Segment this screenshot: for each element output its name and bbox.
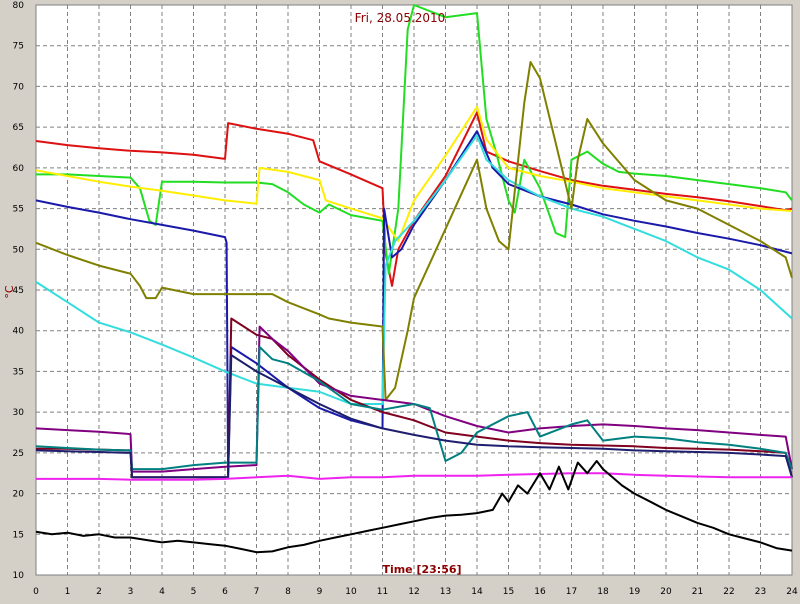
x-tick-label: 3 bbox=[128, 587, 134, 597]
x-tick-label: 15 bbox=[503, 587, 514, 597]
x-tick-label: 14 bbox=[471, 587, 483, 597]
y-tick-label: 70 bbox=[13, 82, 25, 92]
series-line-3 bbox=[35, 105, 793, 243]
x-tick-label: 12 bbox=[408, 587, 419, 597]
series-line-8 bbox=[35, 325, 793, 473]
y-tick-label: 65 bbox=[13, 123, 24, 133]
series-line-9 bbox=[35, 346, 793, 471]
chart-title: Fri, 28.05.2010 bbox=[355, 11, 446, 25]
y-tick-label: 80 bbox=[13, 1, 25, 11]
x-tick-label: 13 bbox=[440, 587, 451, 597]
x-tick-label: 0 bbox=[33, 587, 39, 597]
grid bbox=[36, 5, 792, 575]
x-tick-label: 9 bbox=[317, 587, 323, 597]
y-tick-label: 60 bbox=[13, 164, 25, 174]
x-tick-label: 2 bbox=[96, 587, 102, 597]
y-tick-label: 25 bbox=[13, 449, 24, 459]
series-line-10 bbox=[35, 354, 793, 479]
series-line-2 bbox=[36, 4, 793, 275]
x-tick-label: 7 bbox=[254, 587, 260, 597]
x-tick-label: 23 bbox=[755, 587, 766, 597]
tick-labels: 0 1 2 3 4 5 6 7 8 9 10 11 12 13 14 15 16 17 18 19 20 21 22 23 24… bbox=[13, 1, 798, 597]
x-tick-label: 16 bbox=[534, 587, 546, 597]
series-line-6 bbox=[35, 61, 793, 401]
x-tick-label: 1 bbox=[65, 587, 71, 597]
x-tick-label: 5 bbox=[191, 587, 197, 597]
y-tick-label: 45 bbox=[13, 286, 24, 296]
x-tick-label: 18 bbox=[597, 587, 609, 597]
series-line-4 bbox=[35, 130, 793, 475]
x-axis-label: Time [23:56] bbox=[382, 563, 461, 576]
y-tick-label: 40 bbox=[13, 327, 25, 337]
series-line-5 bbox=[35, 134, 793, 405]
x-tick-label: 20 bbox=[660, 587, 672, 597]
y-tick-label: 75 bbox=[13, 42, 24, 52]
y-tick-label: 50 bbox=[13, 245, 25, 255]
x-tick-label: 6 bbox=[222, 587, 228, 597]
x-tick-label: 17 bbox=[566, 587, 577, 597]
y-tick-label: 20 bbox=[13, 490, 25, 500]
y-tick-label: 30 bbox=[13, 408, 25, 418]
x-tick-label: 21 bbox=[692, 587, 703, 597]
x-tick-label: 10 bbox=[345, 587, 357, 597]
x-tick-label: 22 bbox=[723, 587, 734, 597]
y-tick-label: 10 bbox=[13, 571, 25, 581]
x-tick-label: 24 bbox=[786, 587, 798, 597]
x-tick-label: 19 bbox=[629, 587, 641, 597]
series-line-11 bbox=[36, 472, 792, 481]
y-tick-label: 15 bbox=[13, 530, 24, 540]
x-tick-label: 4 bbox=[159, 587, 165, 597]
series-layer bbox=[35, 4, 793, 554]
y-tick-label: 35 bbox=[13, 367, 24, 377]
x-tick-label: 8 bbox=[285, 587, 291, 597]
y-axis-label: °C bbox=[3, 285, 16, 299]
x-tick-label: 11 bbox=[377, 587, 388, 597]
series-line-1 bbox=[35, 111, 793, 287]
y-tick-label: 55 bbox=[13, 205, 24, 215]
series-line-12 bbox=[35, 460, 793, 554]
